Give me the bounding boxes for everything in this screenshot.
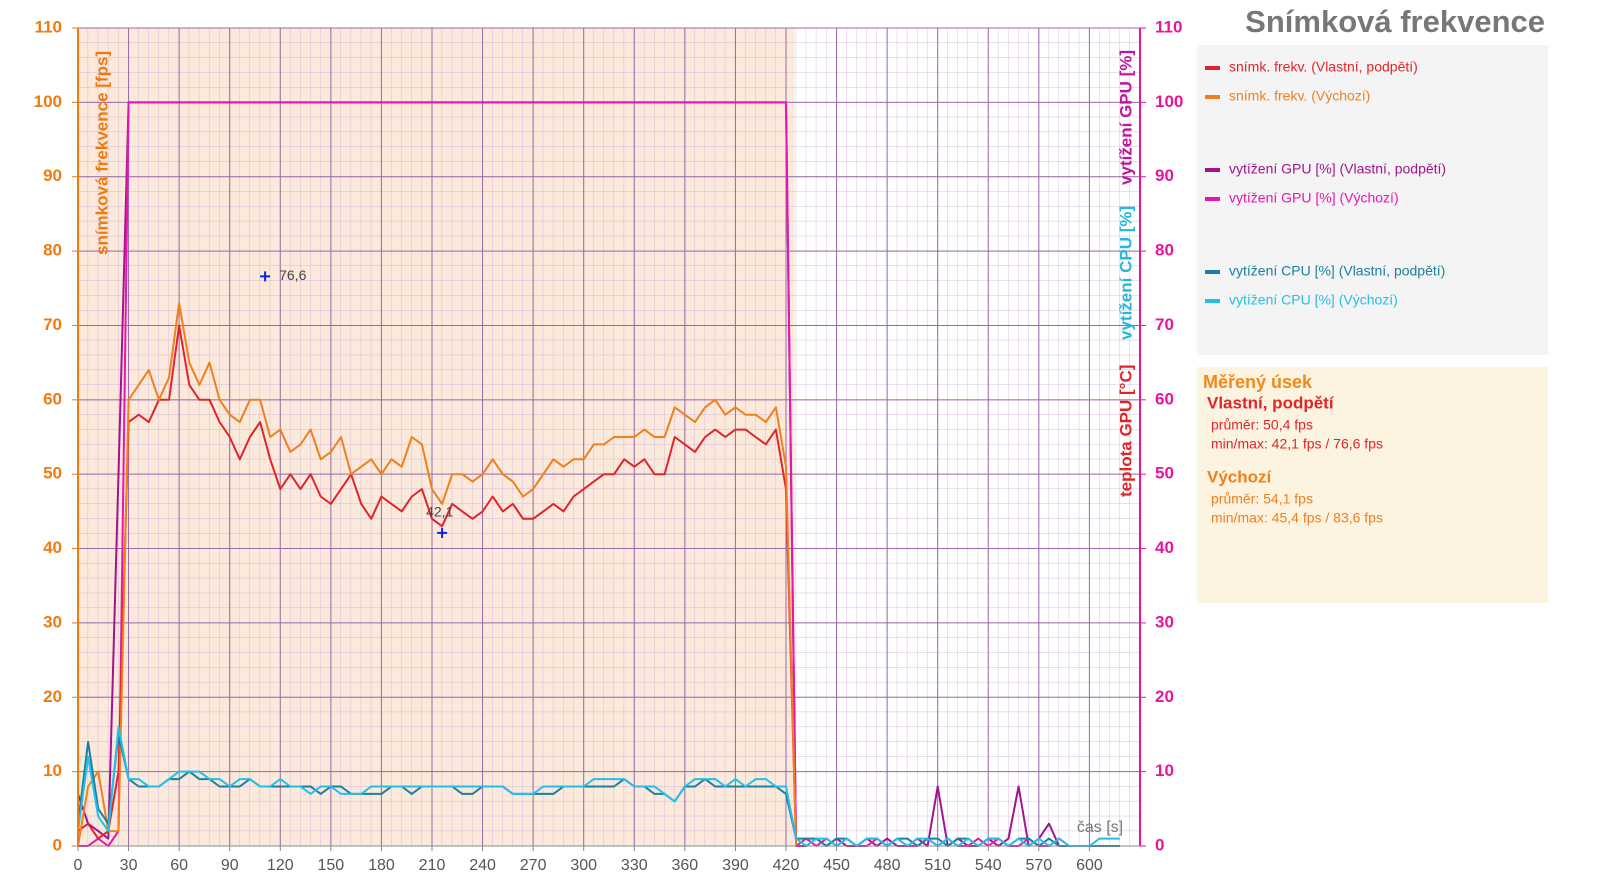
x-tick-label: 210 (419, 857, 446, 874)
x-tick-label: 0 (74, 857, 83, 874)
y2-tick-label: 0 (1155, 835, 1164, 854)
y-tick-label: 60 (43, 389, 62, 408)
x-tick-label: 420 (773, 857, 800, 874)
y-tick-label: 110 (35, 17, 62, 36)
x-tick-label: 330 (621, 857, 648, 874)
y-axis-label: snímková frekvence [fps] (92, 51, 111, 255)
x-tick-label: 120 (267, 857, 294, 874)
y2-tick-label: 60 (1155, 389, 1174, 408)
y2-tick-label: 100 (1155, 92, 1183, 111)
y2-axis-label: vytížení CPU [%] (1116, 206, 1135, 340)
x-tick-label: 510 (924, 857, 951, 874)
y2-tick-label: 50 (1155, 464, 1174, 483)
summary-line: min/max: 45,4 fps / 83,6 fps (1211, 510, 1383, 526)
y-tick-label: 10 (43, 761, 62, 780)
annotation-marker (437, 527, 448, 538)
series-line (77, 302, 798, 847)
x-tick-label: 360 (672, 857, 699, 874)
y2-tick-label: 30 (1155, 612, 1174, 631)
y2-axis-label: vytížení GPU [%] (1116, 50, 1135, 185)
annotation-label: 42,1 (426, 504, 453, 520)
legend-label: vytížení GPU [%] (Výchozí) (1229, 190, 1399, 206)
y-tick-label: 30 (43, 612, 62, 631)
y-tick-label: 20 (43, 687, 62, 706)
series-line (77, 726, 1120, 847)
minor-grid (78, 28, 1140, 846)
x-tick-label: 570 (1026, 857, 1053, 874)
y2-tick-label: 10 (1155, 761, 1174, 780)
x-tick-label: 600 (1076, 857, 1103, 874)
chart-title: Snímková frekvence (1245, 4, 1545, 39)
y2-tick-label: 70 (1155, 315, 1174, 334)
legend-label: vytížení CPU [%] (Vlastní, podpětí) (1229, 263, 1445, 279)
x-tick-label: 150 (318, 857, 345, 874)
x-tick-label: 60 (170, 857, 188, 874)
x-tick-label: 540 (975, 857, 1002, 874)
summary-group: Výchozí (1207, 467, 1273, 486)
legend-label: snímk. frekv. (Vlastní, podpětí) (1229, 59, 1418, 75)
summary-group: Vlastní, podpětí (1207, 393, 1335, 412)
summary-line: min/max: 42,1 fps / 76,6 fps (1211, 436, 1383, 452)
annotation-marker (260, 271, 271, 282)
summary-title: Měřený úsek (1203, 372, 1313, 392)
y-tick-label: 90 (43, 166, 62, 185)
x-tick-label: 390 (722, 857, 749, 874)
x-tick-label: 270 (520, 857, 547, 874)
legend-box (1197, 45, 1548, 355)
x-tick-label: 240 (469, 857, 496, 874)
summary-line: průměr: 54,1 fps (1211, 491, 1313, 507)
y2-axis-label: teplota GPU [°C] (1116, 365, 1135, 497)
y-tick-label: 40 (43, 538, 62, 557)
y2-tick-label: 40 (1155, 538, 1174, 557)
y-tick-label: 50 (43, 464, 62, 483)
y2-tick-label: 110 (1155, 17, 1182, 36)
x-tick-label: 300 (570, 857, 597, 874)
y2-tick-label: 90 (1155, 166, 1174, 185)
series-line (77, 324, 798, 847)
x-tick-label: 180 (368, 857, 395, 874)
legend-label: vytížení GPU [%] (Vlastní, podpětí) (1229, 161, 1446, 177)
y-tick-label: 70 (43, 315, 62, 334)
summary-box (1197, 367, 1548, 603)
summary-line: průměr: 50,4 fps (1211, 417, 1313, 433)
x-tick-label: 480 (874, 857, 901, 874)
x-tick-label: 30 (120, 857, 138, 874)
y2-tick-label: 20 (1155, 687, 1174, 706)
legend-label: snímk. frekv. (Výchozí) (1229, 88, 1370, 104)
annotation-label: 76,6 (279, 267, 306, 283)
legend-label: vytížení CPU [%] (Výchozí) (1229, 292, 1398, 308)
y-tick-label: 0 (53, 835, 62, 854)
x-tick-label: 450 (823, 857, 850, 874)
y-tick-label: 80 (43, 241, 62, 260)
y-tick-label: 100 (34, 92, 62, 111)
x-axis-label: čas [s] (1077, 819, 1123, 836)
y2-tick-label: 80 (1155, 241, 1174, 260)
x-tick-label: 90 (221, 857, 239, 874)
